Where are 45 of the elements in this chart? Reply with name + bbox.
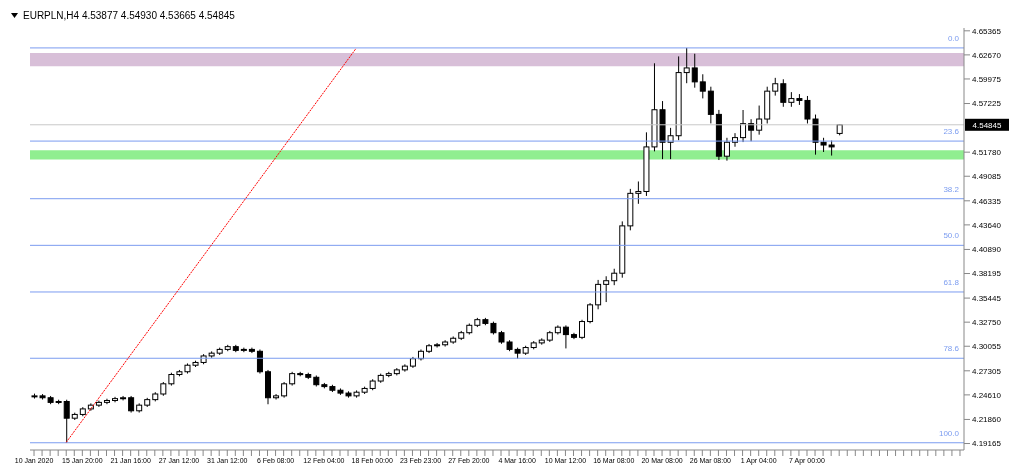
annotation: 78.6 [943,344,960,354]
chart-title: EURPLN,H4 4.53877 4.54930 4.53665 4.54845 [23,9,235,21]
y-tick-label: 4.32750 [972,318,1002,328]
y-tick-label: 4.43640 [972,220,1002,230]
annotation: 100.0 [938,428,960,438]
candlestick [273,393,280,401]
candlestick [699,73,706,99]
annotation: 61.8 [943,277,960,287]
candlestick [434,342,441,349]
candlestick [579,319,586,340]
candlestick [780,78,787,108]
candlestick [740,109,747,143]
annotation: 0.0 [947,33,960,43]
y-tick-label: 4.27305 [972,366,1002,376]
y-tick-label: 4.21860 [972,415,1002,425]
candlestick [707,86,714,124]
candlestick [256,349,263,375]
y-tick-label: 4.59975 [972,74,1002,84]
candlestick [756,105,763,136]
candlestick [442,339,449,348]
y-tick-label: 4.62670 [972,50,1002,60]
y-tick-label: 4.65365 [972,26,1002,36]
y-tick-label: 4.40890 [972,245,1002,255]
candlestick [748,118,755,142]
candlestick [562,324,569,349]
y-tick-label: 4.51780 [972,148,1002,158]
candlestick [603,275,610,303]
candlestick [63,399,70,444]
y-tick-label: 4.30055 [972,342,1002,352]
y-tick-label: 4.19165 [972,439,1002,449]
y-tick-label: 4.35445 [972,293,1002,303]
ref-line-label: 4.54845 [972,120,1003,130]
annotation: 50.0 [943,231,960,241]
y-tick-label: 4.46335 [972,196,1002,206]
annotation: 38.2 [943,184,960,194]
candlestick [691,53,698,89]
y-tick-label: 4.49085 [972,172,1002,182]
y-tick-label: 4.24610 [972,390,1002,400]
candlestick [683,47,690,84]
y-tick-label: 4.38195 [972,269,1002,279]
candlestick [723,137,730,162]
annotation: 23.6 [943,127,960,137]
candlestick [587,302,594,324]
y-tick-label: 4.57225 [972,99,1002,109]
candlestick [120,395,127,401]
